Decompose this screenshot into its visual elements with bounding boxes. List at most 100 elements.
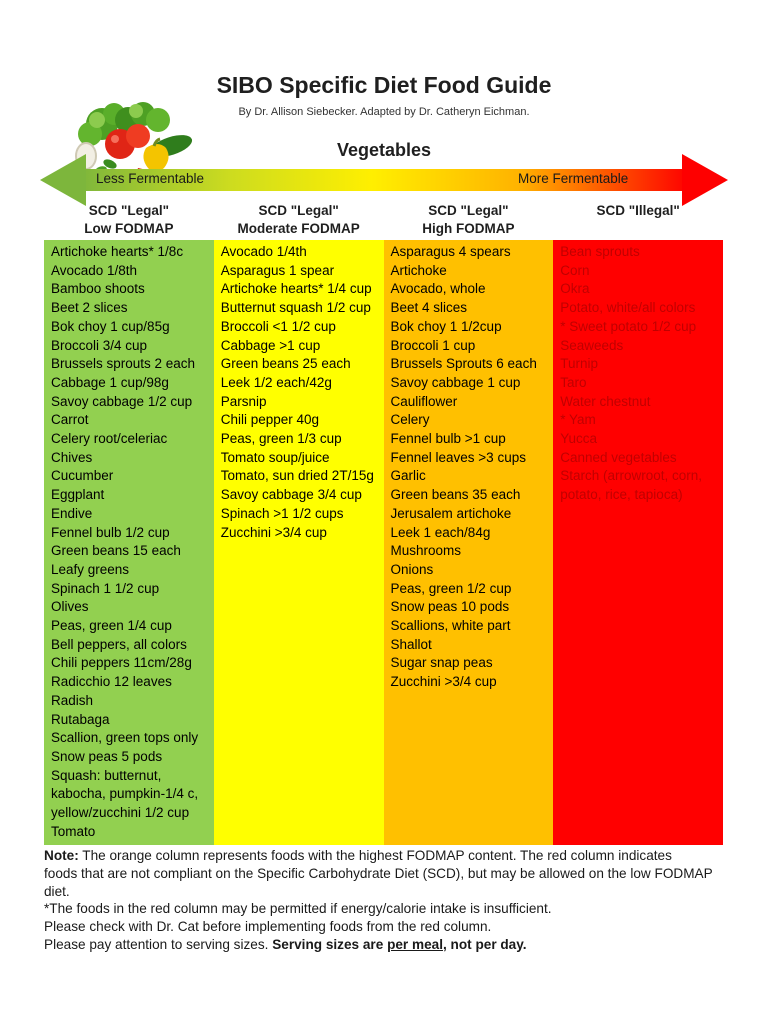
food-item: Tomato [51, 823, 96, 839]
food-item: Leafy greens [51, 561, 130, 577]
food-item: Carrot [51, 412, 89, 428]
food-item: Brussels sprouts 2 each [51, 356, 196, 372]
food-item: Water chestnut [560, 393, 651, 409]
food-item: Yucca [560, 431, 598, 447]
food-item: Bean sprouts [560, 244, 640, 259]
food-item: Cucumber [51, 468, 114, 484]
column-header-line1: SCD "Legal" [258, 203, 339, 218]
column-header-moderate-fodmap: SCD "Legal" Moderate FODMAP [214, 202, 384, 237]
column-headers-row: SCD "Legal" Low FODMAP SCD "Legal" Moder… [44, 202, 723, 237]
food-item: * Yam [560, 412, 596, 428]
food-item: Potato, white/all colors [560, 300, 696, 316]
food-item: Savoy cabbage 1 cup [390, 374, 521, 390]
food-item: Broccoli 3/4 cup [51, 337, 148, 353]
food-item: Canned vegetables [560, 449, 677, 465]
food-item: Artichoke [390, 262, 447, 278]
food-item: Beet 2 slices [51, 300, 128, 316]
column-header-low-fodmap: SCD "Legal" Low FODMAP [44, 202, 214, 237]
note-prefix: Note: [44, 848, 79, 863]
food-item: Jerusalem artichoke [390, 505, 512, 521]
arrow-left-head-icon [40, 154, 86, 206]
food-item: Snow peas 10 pods [390, 599, 510, 615]
food-item: Taro [560, 374, 587, 390]
food-item: Tomato soup/juice [220, 449, 330, 465]
food-item: Sugar snap peas [390, 655, 493, 671]
food-item: Bell peppers, all colors [51, 636, 187, 652]
food-item: Bok choy 1 1/2cup [390, 318, 502, 334]
food-item: Okra [560, 281, 590, 297]
food-item: Spinach 1 1/2 cup [51, 580, 160, 596]
arrow-right-head-icon [682, 154, 728, 206]
food-column-high-fodmap: Asparagus 4 spears Artichoke Avocado, whol… [383, 240, 554, 845]
food-item: Avocado, whole [390, 281, 486, 297]
food-item: Leek 1 each/84g [390, 524, 491, 540]
food-column-scd-illegal: Bean sprouts Corn Okra Potato, white/all co… [553, 240, 723, 845]
food-item: * Sweet potato 1/2 cup [560, 318, 697, 334]
column-header-line1: SCD "Legal" [428, 203, 509, 218]
note-text: The orange column represents foods with … [78, 848, 672, 863]
food-item: Bok choy 1 cup/85g [51, 318, 170, 334]
food-item: Leek 1/2 each/42g [220, 374, 332, 390]
column-header-line2: Moderate FODMAP [237, 220, 360, 236]
food-item: Cabbage >1 cup [220, 337, 321, 353]
food-item: Cabbage 1 cup/98g [51, 374, 169, 390]
note-line: Note: The orange column represents foods… [44, 847, 736, 865]
food-item: Avocado 1/4th [220, 244, 307, 259]
food-item: Scallions, white part [390, 618, 511, 634]
food-item: Fennel leaves >3 cups [390, 449, 526, 465]
column-header-line1: SCD "Legal" [88, 203, 170, 218]
food-item: Green beans 25 each [220, 356, 351, 372]
food-item: Spinach >1 1/2 cups [220, 505, 344, 521]
food-item: Chili pepper 40g [220, 412, 320, 428]
page-subtitle: By Dr. Allison Siebecker. Adapted by Dr.… [238, 106, 530, 118]
food-item: Shallot [390, 636, 432, 652]
food-item: Artichoke hearts* 1/4 cup [220, 281, 372, 297]
food-item: Scallion, green tops only [51, 730, 199, 746]
section-title: Vegetables [336, 140, 432, 160]
food-item: Snow peas 5 pods [51, 748, 163, 764]
food-item: Fennel bulb >1 cup [390, 431, 506, 447]
food-column-moderate-fodmap: Avocado 1/4th Asparagus 1 spear Artichoke … [213, 240, 384, 845]
food-item: Garlic [390, 468, 426, 484]
column-header-line1: SCD "Illegal" [596, 203, 680, 218]
food-item: Tomato, sun dried 2T/15g [220, 468, 374, 484]
food-table: Artichoke hearts* 1/8c Avocado 1/8th Bambo… [44, 240, 723, 845]
food-item: Olives [51, 599, 89, 615]
food-item: Zucchini >3/4 cup [220, 524, 327, 540]
column-header-line2: Low FODMAP [84, 220, 174, 236]
food-item: Fennel bulb 1/2 cup [51, 524, 170, 540]
food-item: Rutabaga [51, 711, 110, 727]
food-item: Asparagus 4 spears [390, 244, 511, 259]
food-item: Chili peppers 11cm/28g [51, 655, 192, 671]
food-item: Peas, green 1/3 cup [220, 431, 342, 447]
food-item: Avocado 1/8th [51, 262, 138, 278]
vegetables-image [68, 98, 200, 188]
column-header-scd-illegal: SCD "Illegal" [553, 202, 723, 237]
note-line: *The foods in the red column may be perm… [44, 901, 552, 917]
note-text: Please pay attention to serving sizes. [44, 936, 273, 952]
food-item: Asparagus 1 spear [220, 262, 335, 278]
food-item: Turnip [560, 356, 599, 372]
food-item: Butternut squash 1/2 cup [220, 300, 371, 316]
note-text-bold: , not per day. [442, 936, 527, 952]
note-text-bold: Serving sizes are [272, 936, 388, 952]
note-line: Please pay attention to serving sizes. S… [44, 936, 736, 954]
food-column-low-fodmap: Artichoke hearts* 1/8c Avocado 1/8th Bambo… [44, 240, 214, 845]
note-section: Note: The orange column represents foods… [44, 847, 736, 954]
food-item: Green beans 35 each [390, 487, 521, 503]
note-line: Please check with Dr. Cat before impleme… [44, 919, 492, 935]
food-item: Cauliflower [390, 393, 458, 409]
food-item: Corn [560, 262, 590, 278]
more-fermentable-label: More Fermentable [518, 171, 629, 186]
food-item: Mushrooms [390, 543, 462, 559]
food-item: Artichoke hearts* 1/8c [51, 244, 184, 259]
food-item: Radicchio 12 leaves [51, 674, 172, 690]
food-item: Bamboo shoots [51, 281, 145, 297]
fermentability-arrow: Less Fermentable More Fermentable [40, 154, 728, 206]
food-item: Brussels Sprouts 6 each [390, 356, 537, 372]
note-line: foods that are not compliant on the Spec… [44, 865, 713, 899]
column-header-high-fodmap: SCD "Legal" High FODMAP [384, 202, 554, 237]
page-title: SIBO Specific Diet Food Guide [216, 72, 552, 98]
food-item: Peas, green 1/4 cup [51, 618, 172, 634]
